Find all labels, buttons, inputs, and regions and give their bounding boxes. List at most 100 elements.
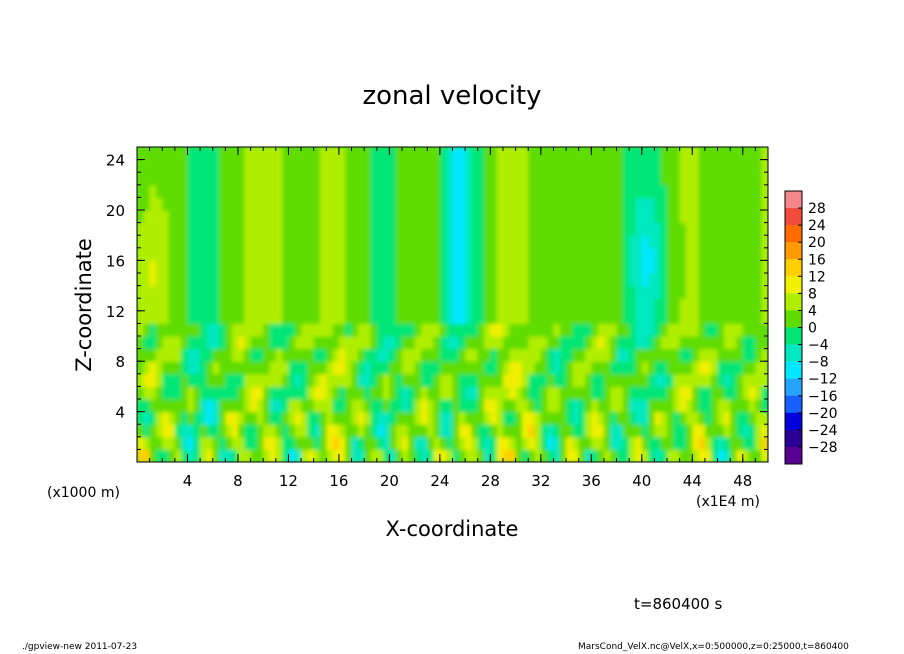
heatmap-cell xyxy=(730,285,738,299)
heatmap-cell xyxy=(692,159,700,173)
heatmap-cell xyxy=(282,323,290,337)
heatmap-cell xyxy=(585,260,592,274)
heatmap-cell xyxy=(282,159,290,173)
heatmap-cell xyxy=(559,399,567,413)
heatmap-cell xyxy=(629,436,637,450)
heatmap-cell xyxy=(420,184,428,198)
heatmap-cell xyxy=(578,298,586,312)
colorbar-tick-label: 28 xyxy=(808,201,826,217)
heatmap-cell xyxy=(181,147,189,161)
heatmap-cell xyxy=(622,247,630,261)
heatmap-cell xyxy=(502,411,510,425)
heatmap-cell xyxy=(439,172,447,186)
heatmap-cell xyxy=(711,399,719,413)
heatmap-cell xyxy=(446,399,454,413)
heatmap-cell xyxy=(679,273,687,287)
heatmap-cell xyxy=(143,273,151,287)
heatmap-cell xyxy=(610,247,618,261)
heatmap-cell xyxy=(629,285,637,299)
heatmap-cell xyxy=(610,323,618,337)
heatmap-cell xyxy=(547,348,555,362)
heatmap-cell xyxy=(547,436,555,450)
heatmap-cell xyxy=(717,386,725,400)
heatmap-cell xyxy=(755,310,763,324)
heatmap-cell xyxy=(717,361,725,375)
heatmap-cell xyxy=(137,247,144,261)
heatmap-cell xyxy=(723,159,731,173)
heatmap-cell xyxy=(622,273,630,287)
heatmap-cell xyxy=(225,399,233,413)
heatmap-cell xyxy=(515,260,523,274)
heatmap-cell xyxy=(206,411,214,425)
heatmap-cell xyxy=(622,323,630,337)
heatmap-cell xyxy=(319,373,327,387)
heatmap-cell xyxy=(370,260,378,274)
heatmap-cell xyxy=(553,197,561,211)
heatmap-cell xyxy=(547,210,555,224)
heatmap-cell xyxy=(370,399,378,413)
heatmap-cell xyxy=(490,197,498,211)
heatmap-cell xyxy=(263,298,271,312)
heatmap-cell xyxy=(181,336,189,350)
heatmap-cell xyxy=(389,449,397,462)
heatmap-cell xyxy=(559,436,567,450)
heatmap-cell xyxy=(326,235,334,249)
y-tick-label: 4 xyxy=(115,404,125,422)
heatmap-cell xyxy=(433,373,441,387)
heatmap-cell xyxy=(326,210,334,224)
heatmap-cell xyxy=(534,147,542,161)
heatmap-cell xyxy=(736,373,744,387)
heatmap-cell xyxy=(484,298,491,312)
heatmap-cell xyxy=(648,147,656,161)
heatmap-cell xyxy=(528,411,536,425)
heatmap-cell xyxy=(528,323,536,337)
heatmap-cell xyxy=(351,411,359,425)
heatmap-cell xyxy=(496,399,504,413)
heatmap-cell xyxy=(288,260,296,274)
heatmap-cell xyxy=(585,298,592,312)
heatmap-cell xyxy=(219,159,226,173)
heatmap-cell xyxy=(629,336,637,350)
heatmap-cell xyxy=(742,172,750,186)
heatmap-cell xyxy=(667,210,674,224)
heatmap-cell xyxy=(294,411,302,425)
heatmap-cell xyxy=(723,399,731,413)
heatmap-cell xyxy=(357,247,365,261)
heatmap-cell xyxy=(717,336,725,350)
heatmap-cell xyxy=(540,323,548,337)
heatmap-cell xyxy=(755,172,763,186)
heatmap-cell xyxy=(219,222,226,236)
heatmap-cell xyxy=(370,197,378,211)
heatmap-cell xyxy=(345,323,353,337)
heatmap-cell xyxy=(187,147,195,161)
heatmap-cell xyxy=(420,348,428,362)
heatmap-cell xyxy=(275,336,283,350)
heatmap-cell xyxy=(654,273,662,287)
heatmap-cell xyxy=(730,336,738,350)
heatmap-cell xyxy=(603,235,611,249)
heatmap-cell xyxy=(553,449,561,462)
heatmap-cell xyxy=(193,172,201,186)
heatmap-cell xyxy=(319,210,327,224)
heatmap-cell xyxy=(610,147,618,161)
heatmap-cell xyxy=(572,323,580,337)
heatmap-cell xyxy=(692,373,700,387)
heatmap-cell xyxy=(389,197,397,211)
heatmap-cell xyxy=(376,159,384,173)
heatmap-cell xyxy=(143,260,151,274)
heatmap-cell xyxy=(187,323,195,337)
heatmap-cell xyxy=(585,273,592,287)
heatmap-cell xyxy=(692,348,700,362)
heatmap-cell xyxy=(585,361,592,375)
heatmap-cell xyxy=(420,222,428,236)
heatmap-cell xyxy=(660,411,668,425)
heatmap-cell xyxy=(313,285,321,299)
heatmap-cell xyxy=(534,424,542,438)
heatmap-cell xyxy=(326,323,334,337)
heatmap-cell xyxy=(616,424,624,438)
heatmap-cell xyxy=(484,247,491,261)
heatmap-cell xyxy=(521,386,529,400)
heatmap-cell xyxy=(338,373,346,387)
heatmap-cell xyxy=(332,323,340,337)
heatmap-cell xyxy=(711,197,719,211)
